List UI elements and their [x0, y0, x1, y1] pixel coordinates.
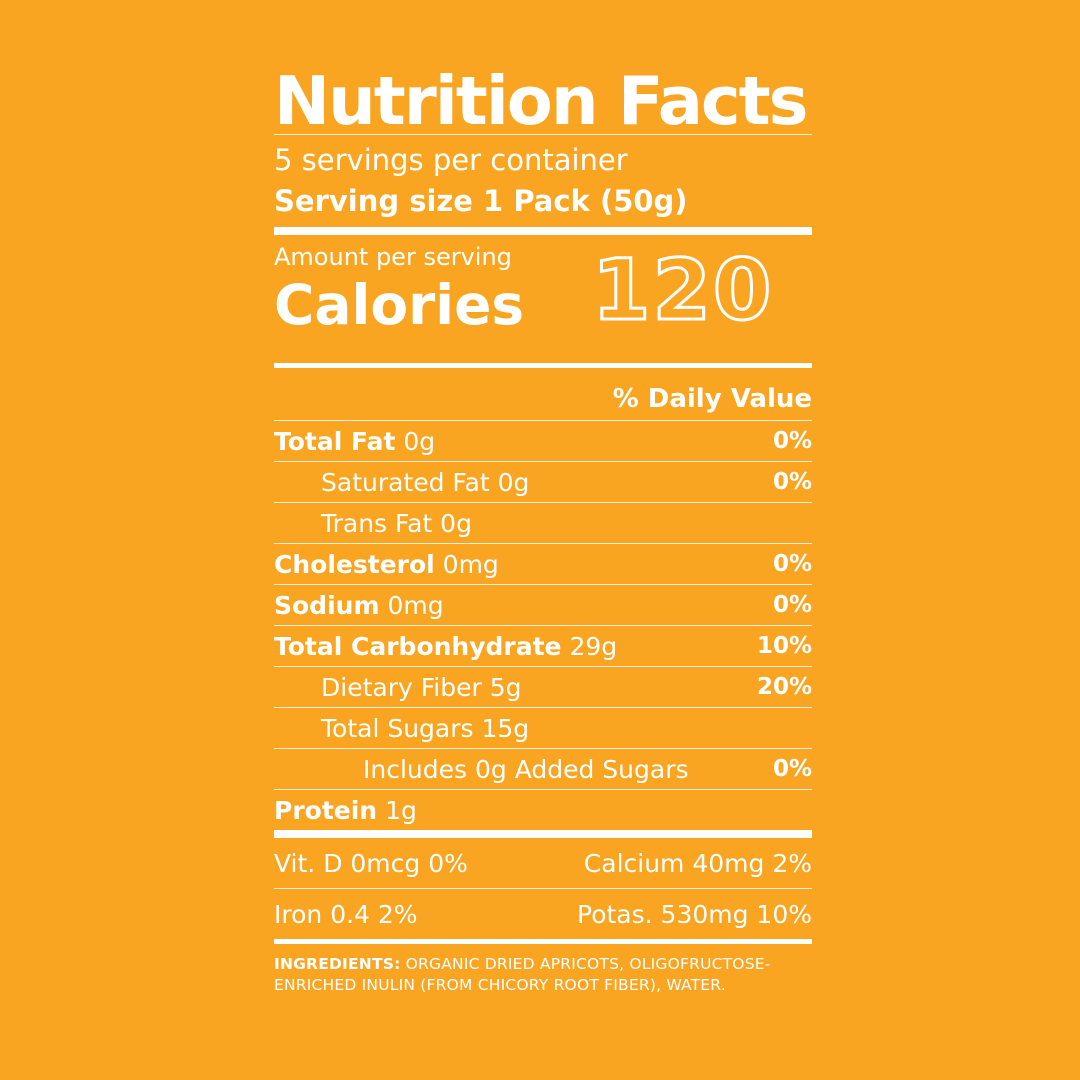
- vitamin-left: Iron 0.4 2%: [274, 899, 418, 929]
- servings-per-container: 5 servings per container: [274, 143, 628, 177]
- nutrient-name: Protein: [274, 795, 378, 825]
- nutrient-dv: 0%: [772, 428, 812, 454]
- nutrient-amount: 0mg: [387, 590, 444, 620]
- nutrient-row-dietary-fiber: Dietary Fiber 5g 20%: [274, 667, 812, 707]
- vitamin-left: Vit. D 0mcg 0%: [274, 848, 468, 878]
- ingredients-text: ORGANIC DRIED APRICOTS, OLIGOFRUCTOSE-EN…: [274, 955, 771, 994]
- nutrient-dv: 0%: [772, 551, 812, 577]
- ingredients-label: INGREDIENTS:: [274, 955, 401, 973]
- nutrient-name: Sodium: [274, 590, 380, 620]
- medium-divider: [274, 939, 812, 944]
- medium-divider: [274, 363, 812, 368]
- nutrient-dv: 20%: [756, 674, 812, 700]
- divider: [274, 461, 812, 462]
- divider: [274, 888, 812, 889]
- nutrient-row-total-carbohydrate: Total Carbonhydrate 29g 10%: [274, 626, 812, 666]
- divider: [274, 707, 812, 708]
- vitamin-row: Iron 0.4 2% Potas. 530mg 10%: [274, 889, 812, 939]
- nutrient-row-total-sugars: Total Sugars 15g: [274, 708, 812, 748]
- serving-size: Serving size 1 Pack (50g): [274, 184, 688, 218]
- nutrient-name: Cholesterol: [274, 549, 435, 579]
- calories-value: 120: [590, 241, 774, 339]
- nutrition-title: Nutrition Facts: [274, 62, 809, 140]
- nutrient-amount: 15g: [481, 713, 530, 743]
- divider: [274, 502, 812, 503]
- nutrient-name: Trans Fat: [321, 508, 433, 538]
- nutrient-amount: 29g: [569, 631, 618, 661]
- nutrient-row-protein: Protein 1g: [274, 790, 812, 830]
- nutrient-row-saturated-fat: Saturated Fat 0g 0%: [274, 462, 812, 502]
- nutrient-amount: 0g: [403, 426, 436, 456]
- divider: [274, 625, 812, 626]
- nutrient-name: Total Sugars: [321, 713, 474, 743]
- nutrient-name: Total Fat: [274, 426, 396, 456]
- nutrient-dv: 0%: [772, 592, 812, 618]
- divider: [274, 748, 812, 749]
- nutrient-amount: 0g: [497, 467, 530, 497]
- nutrient-name: Dietary Fiber: [321, 672, 482, 702]
- nutrient-amount: 1g: [385, 795, 417, 825]
- nutrient-row-total-fat: Total Fat 0g 0%: [274, 421, 812, 461]
- nutrient-dv: 0%: [772, 469, 812, 495]
- divider: [274, 666, 812, 667]
- vitamin-right: Calcium 40mg 2%: [583, 848, 812, 878]
- ingredients: INGREDIENTS: ORGANIC DRIED APRICOTS, OLI…: [274, 954, 812, 996]
- nutrient-row-trans-fat: Trans Fat 0g: [274, 503, 812, 543]
- nutrient-dv: 0%: [772, 756, 812, 782]
- thick-divider: [274, 830, 812, 838]
- divider: [274, 134, 812, 135]
- daily-value-header: % Daily Value: [612, 384, 812, 414]
- nutrient-amount: 5g: [489, 672, 522, 702]
- thick-divider: [274, 227, 812, 235]
- nutrient-row-cholesterol: Cholesterol 0mg 0%: [274, 544, 812, 584]
- nutrient-amount: 0mg: [442, 549, 499, 579]
- calories-block: Amount per serving Calories 120: [274, 235, 812, 363]
- nutrient-amount: 0g: [440, 508, 472, 538]
- nutrient-name: Total Carbonhydrate: [274, 631, 562, 661]
- nutrition-facts-panel: Nutrition Facts 5 servings per container…: [274, 66, 812, 996]
- divider: [274, 789, 812, 790]
- nutrient-row-added-sugars: Includes 0g Added Sugars 0%: [274, 749, 812, 789]
- divider: [274, 584, 812, 585]
- nutrient-name: Includes 0g Added Sugars: [363, 754, 689, 784]
- divider: [274, 543, 812, 544]
- calories-label: Calories: [274, 273, 525, 337]
- divider: [274, 420, 812, 421]
- vitamin-row: Vit. D 0mcg 0% Calcium 40mg 2%: [274, 838, 812, 888]
- vitamin-right: Potas. 530mg 10%: [577, 899, 812, 929]
- nutrient-name: Saturated Fat: [321, 467, 490, 497]
- nutrient-row-sodium: Sodium 0mg 0%: [274, 585, 812, 625]
- amount-per-serving: Amount per serving: [274, 243, 512, 271]
- nutrient-dv: 10%: [756, 633, 812, 659]
